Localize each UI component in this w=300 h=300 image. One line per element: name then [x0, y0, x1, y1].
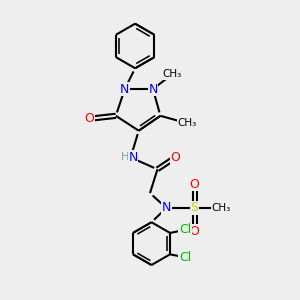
Text: Cl: Cl	[179, 251, 191, 264]
Text: S: S	[190, 202, 199, 214]
Text: N: N	[162, 202, 171, 214]
Text: CH₃: CH₃	[178, 118, 197, 128]
Text: N: N	[148, 82, 158, 96]
Text: N: N	[120, 82, 129, 96]
Text: O: O	[84, 112, 94, 125]
Text: CH₃: CH₃	[163, 69, 182, 79]
Text: CH₃: CH₃	[212, 203, 231, 213]
Text: O: O	[170, 151, 180, 164]
Text: O: O	[190, 178, 200, 191]
Text: H: H	[121, 152, 130, 162]
Text: Cl: Cl	[179, 224, 191, 236]
Text: N: N	[128, 151, 138, 164]
Text: O: O	[190, 225, 200, 238]
